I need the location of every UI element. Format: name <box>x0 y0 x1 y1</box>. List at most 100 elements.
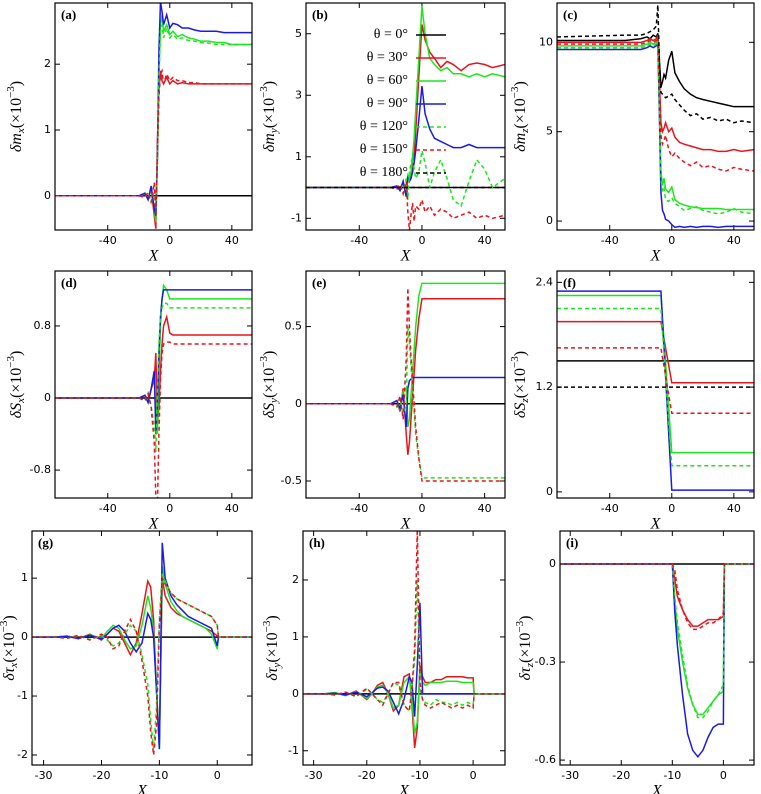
y-label-base: δm <box>261 133 278 152</box>
y-axis-label: δmz(×10−3) <box>509 81 531 152</box>
series-line <box>55 24 252 209</box>
y-axis-label: δτz(×10−3) <box>514 616 536 681</box>
y-tick-label: 1 <box>295 150 302 163</box>
y-tick-label: 0 <box>295 397 302 410</box>
x-tick-label: 40 <box>225 234 239 247</box>
y-tick-label: 1 <box>21 571 28 584</box>
y-label-sub: z <box>524 662 536 668</box>
plot-frame <box>54 2 253 231</box>
y-tick-label: 0 <box>546 485 553 498</box>
x-tick-label: 40 <box>727 502 741 515</box>
y-tick-label: 2 <box>44 57 51 70</box>
y-label-sub: y <box>271 663 283 669</box>
x-tick-label: -40 <box>350 502 368 515</box>
x-tick-label: -40 <box>99 502 117 515</box>
y-tick-label: 0 <box>292 687 299 700</box>
series-line <box>557 290 754 491</box>
y-axis-label: δτx(×10−3) <box>0 615 20 680</box>
y-label-exp: −3 <box>261 620 273 632</box>
x-tick-label: 0 <box>470 769 477 782</box>
y-axis-label: δSy(×10−3) <box>258 351 280 419</box>
y-label-exp: −3 <box>514 620 526 632</box>
y-label-base: δS <box>512 403 529 418</box>
y-label-factor: (×10 <box>8 98 25 128</box>
x-tick-label: -40 <box>99 234 117 247</box>
series-group <box>557 4 754 229</box>
y-label-close: ) <box>261 351 278 356</box>
x-tick-label: -20 <box>358 769 376 782</box>
y-label-sub: x <box>8 663 20 669</box>
series-line <box>560 563 754 759</box>
y-label-exp: −3 <box>258 355 270 367</box>
x-tick-label: 0 <box>720 769 727 782</box>
x-tick-label: -40 <box>601 234 619 247</box>
y-axis-label: δmx(×10−3) <box>5 81 27 152</box>
x-axis-label: X <box>650 516 662 533</box>
x-tick-label: -10 <box>150 769 168 782</box>
x-tick-label: 40 <box>225 502 239 515</box>
legend-label: θ = 0° <box>374 27 408 42</box>
series-line <box>557 320 754 384</box>
legend-label: θ = 60° <box>367 73 408 88</box>
series-group <box>557 290 754 491</box>
y-axis-label: δmy(×10−3) <box>258 81 280 152</box>
y-tick-label: -1 <box>17 689 28 702</box>
x-tick-label: 40 <box>478 234 492 247</box>
y-label-close: ) <box>8 81 25 86</box>
y-tick-label: 0 <box>549 557 556 570</box>
series-line <box>306 376 505 428</box>
y-tick-label: 2 <box>292 573 299 586</box>
x-tick-label: 0 <box>166 234 173 247</box>
y-label-close: ) <box>517 616 534 621</box>
y-label-exp: −3 <box>509 86 521 98</box>
x-tick-label: 0 <box>166 502 173 515</box>
legend-label: θ = 150° <box>360 142 408 157</box>
y-label-sub: x <box>15 398 27 404</box>
y-tick-label: 0 <box>546 214 553 227</box>
y-tick-label: -0.3 <box>535 655 556 668</box>
series-line <box>306 326 505 479</box>
series-group <box>306 282 505 482</box>
series-line <box>55 289 252 435</box>
x-tick-label: -20 <box>92 769 110 782</box>
plot-frame <box>556 270 755 499</box>
series-line <box>306 181 505 230</box>
y-label-exp: −3 <box>509 356 521 368</box>
series-line <box>557 34 754 153</box>
y-tick-label: 1 <box>292 630 299 643</box>
series-line <box>306 287 505 482</box>
y-label-base: δm <box>8 133 25 152</box>
y-label-base: δS <box>8 403 25 418</box>
y-label-exp: −3 <box>258 86 270 98</box>
y-label-exp: −3 <box>5 355 17 367</box>
y-tick-label: 1.2 <box>536 380 554 393</box>
series-line <box>55 302 252 453</box>
panel-label: (g) <box>38 535 53 550</box>
series-line <box>557 40 754 215</box>
y-label-base: δm <box>512 133 529 152</box>
y-tick-label: 0 <box>21 630 28 643</box>
y-tick-label: 0.5 <box>285 320 303 333</box>
series-line <box>557 347 754 415</box>
x-axis-label: X <box>136 783 148 794</box>
panel-label: (e) <box>312 275 326 290</box>
x-tick-label: -40 <box>601 502 619 515</box>
y-label-base: δτ <box>264 666 281 680</box>
y-axis-label: δτy(×10−3) <box>261 615 283 680</box>
x-tick-label: -30 <box>561 769 579 782</box>
x-axis-label: X <box>650 248 662 265</box>
y-label-exp: −3 <box>5 86 17 98</box>
x-tick-label: -10 <box>663 769 681 782</box>
legend-label: θ = 30° <box>367 50 408 65</box>
y-label-factor: (×10 <box>261 98 278 128</box>
series-group <box>55 283 252 498</box>
plot-frame <box>559 530 755 766</box>
y-tick-label: 3 <box>295 88 302 101</box>
legend-label: θ = 180° <box>360 165 408 180</box>
panel-label: (d) <box>61 275 77 290</box>
